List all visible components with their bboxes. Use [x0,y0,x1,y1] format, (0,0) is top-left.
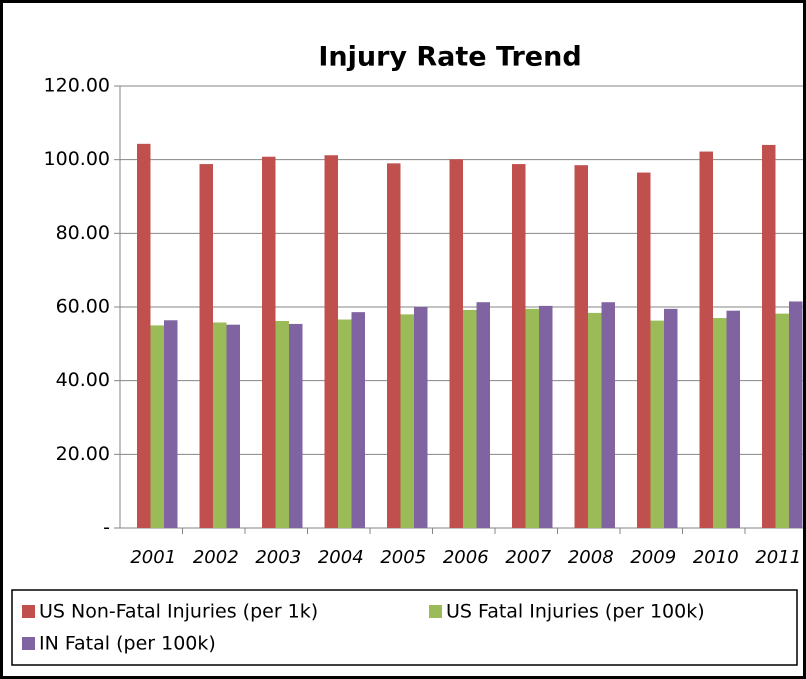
bar [289,323,303,528]
bar [387,163,401,528]
bar [414,307,428,528]
x-tick-label: 2002 [193,547,239,568]
bar [199,164,213,528]
bar [539,305,553,528]
bar [164,320,178,528]
x-tick-label: 2006 [443,547,489,568]
legend-swatch [22,637,35,650]
bar [726,310,740,528]
bar [213,322,227,528]
bar [699,151,713,528]
chart-title: Injury Rate Trend [318,42,581,73]
x-tick-label: 2007 [505,547,551,568]
bar [137,143,151,528]
y-tick-label: 120.00 [44,75,110,97]
bar [351,312,365,528]
x-tick-label: 2003 [255,547,301,568]
bar [150,325,164,528]
bar [463,309,477,528]
bar [512,164,526,528]
y-tick-label: 20.00 [56,443,110,465]
x-tick-label: 2001 [130,547,176,568]
x-tick-label: 2004 [318,547,364,568]
bar [525,308,539,528]
bar [650,320,664,528]
bar [476,302,490,528]
bar [601,302,615,528]
legend-box [11,589,798,666]
y-tick-label: - [103,517,110,539]
legend-label: US Fatal Injuries (per 100k) [446,601,705,623]
x-tick-label: 2005 [380,547,426,568]
x-tick-label: 2009 [630,547,676,568]
legend-label: US Non-Fatal Injuries (per 1k) [39,601,318,623]
bar [775,313,789,528]
bar [637,172,651,528]
bar [400,314,414,528]
bar [762,144,776,528]
bar [226,324,240,528]
bar [449,159,463,528]
bar [789,301,803,528]
y-tick-label: 100.00 [44,148,110,170]
bar [338,319,352,528]
y-tick-label: 60.00 [56,296,110,318]
legend-swatch [429,605,442,618]
bar [262,156,276,528]
y-tick-label: 80.00 [56,222,110,244]
x-tick-label: 2008 [568,547,614,568]
bar [275,320,289,528]
bar [588,312,602,528]
legend-swatch [22,605,35,618]
legend-label: IN Fatal (per 100k) [39,633,216,655]
bar [664,308,678,528]
y-tick-label: 40.00 [56,369,110,391]
x-tick-label: 2010 [693,547,739,568]
bar [713,318,727,528]
bar [574,165,588,529]
x-tick-label: 2011 [755,547,801,568]
bar [324,155,338,528]
